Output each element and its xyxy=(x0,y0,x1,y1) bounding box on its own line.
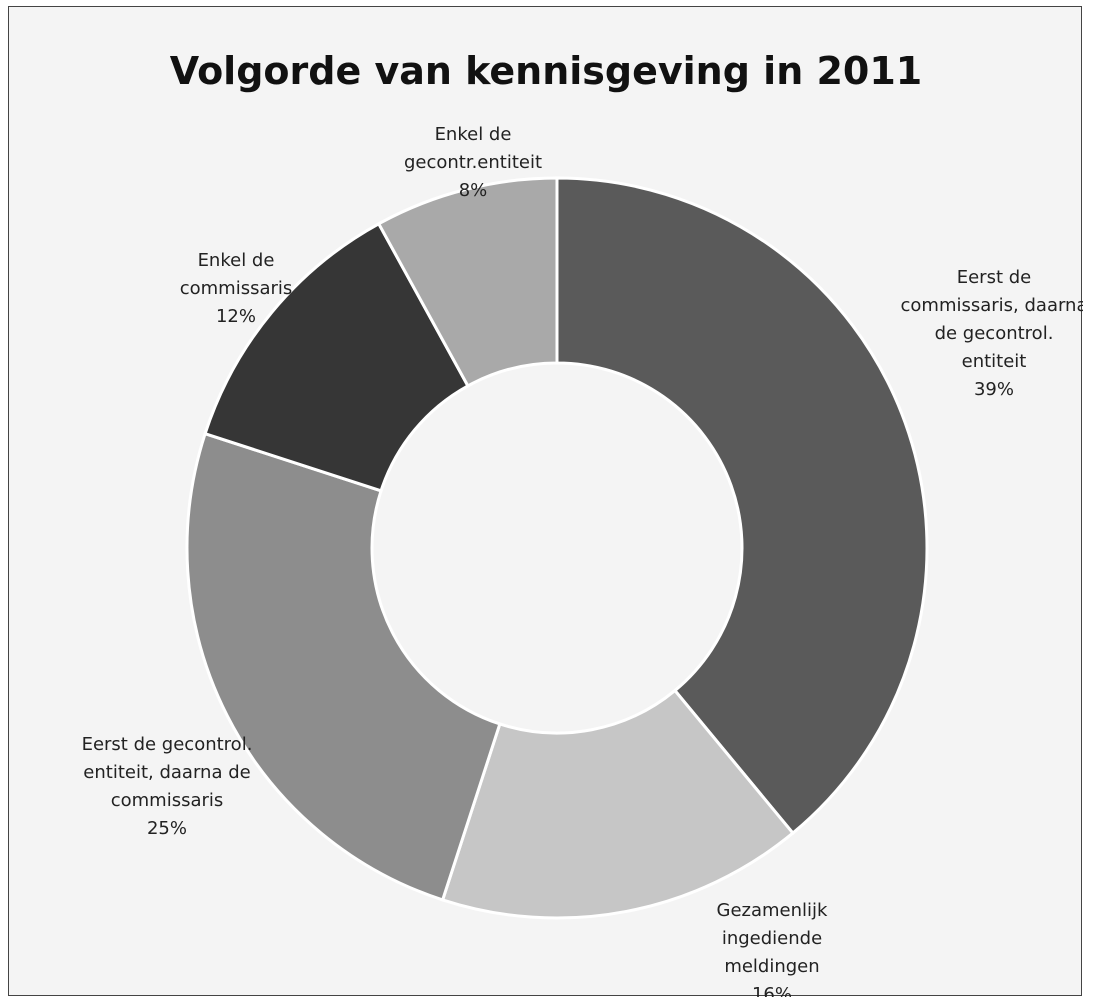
chart-title: Volgorde van kennisgeving in 2011 xyxy=(169,49,923,93)
slice-label-2: Gezamenlijk ingediende meldingen 16% xyxy=(717,900,829,997)
chart-frame: Volgorde van kennisgeving in 2011 Eerst … xyxy=(8,6,1083,997)
donut-slice-4 xyxy=(203,221,470,493)
slice-label-3: Eerst de gecontrol. entiteit, daarna de co… xyxy=(82,734,253,839)
slice-label-5: Enkel de gecontr.entiteit 8% xyxy=(404,124,542,201)
donut-slice-3 xyxy=(185,431,502,902)
donut-slice-5 xyxy=(376,176,559,388)
slices-layer xyxy=(185,176,929,920)
slice-label-1: Eerst de commissaris, daarna de gecontrol.… xyxy=(901,267,1084,400)
slice-label-4: Enkel de commissaris 12% xyxy=(180,250,293,327)
labels-layer: Eerst de commissaris, daarna de gecontrol.… xyxy=(82,124,1083,997)
donut-chart: Eerst de commissaris, daarna de gecontrol.… xyxy=(82,124,1083,997)
donut-slice-1 xyxy=(555,176,929,836)
donut-slice-2 xyxy=(440,688,795,920)
